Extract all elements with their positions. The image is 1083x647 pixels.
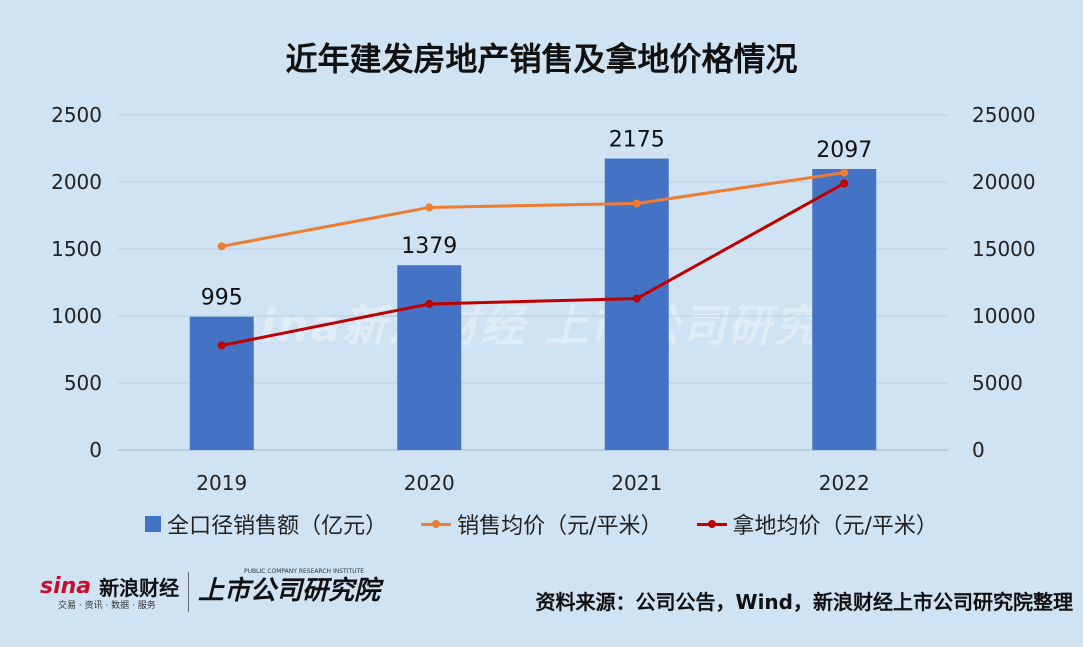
y-right-tick-label: 10000: [972, 304, 1036, 328]
land-price-point: [840, 179, 849, 188]
y-left-tick-label: 0: [89, 438, 102, 462]
bar-data-label: 2175: [609, 128, 665, 153]
sales-price-point: [632, 199, 641, 208]
chart-legend: 全口径销售额（亿元） 销售均价（元/平米） 拿地均价（元/平米）: [0, 508, 1083, 540]
legend-label-land-price: 拿地均价（元/平米）: [732, 514, 938, 539]
source-note: 资料来源：公司公告，Wind，新浪财经上市公司研究院整理: [535, 590, 1073, 614]
land-price-point: [217, 341, 226, 350]
y-right-tick-label: 0: [972, 438, 985, 462]
land-price-point: [425, 299, 434, 308]
x-tick-label: 2022: [819, 471, 870, 495]
research-institute-name: 上市公司研究院: [198, 576, 381, 606]
y-left-tick-label: 2000: [51, 170, 102, 194]
bar: [812, 169, 877, 450]
sales-price-point: [425, 203, 434, 212]
logo-subtitle: 交易 · 资讯 · 数据 · 服务: [58, 601, 156, 611]
legend-swatch-land-price: [696, 519, 727, 528]
legend-label-sales-amount: 全口径销售额（亿元）: [167, 514, 388, 539]
legend-swatch-bar: [145, 516, 162, 532]
legend-item-land-price: 拿地均价（元/平米）: [696, 508, 938, 540]
y-right-tick-label: 15000: [972, 237, 1036, 261]
logo-sina: sina: [40, 574, 92, 599]
bar: [397, 265, 462, 450]
research-institute-subtitle: PUBLIC COMPANY RESEARCH INSTITUTE: [244, 568, 364, 575]
land-price-point: [632, 294, 641, 303]
footer: sina 新浪财经 交易 · 资讯 · 数据 · 服务 上市公司研究院 PUBL…: [0, 568, 1083, 618]
bar-data-label: 2097: [816, 138, 872, 163]
y-left-tick-label: 1000: [51, 304, 102, 328]
logo-name: 新浪财经: [99, 576, 180, 600]
y-left-tick-label: 2500: [51, 103, 102, 127]
chart-title: 近年建发房地产销售及拿地价格情况: [285, 40, 798, 78]
sales-price-point: [217, 242, 226, 251]
x-tick-label: 2019: [196, 471, 247, 495]
legend-swatch-sales-price: [421, 519, 452, 528]
legend-item-sales-amount: 全口径销售额（亿元）: [145, 508, 387, 540]
bar-data-label: 995: [201, 286, 243, 311]
logo-divider: [188, 572, 189, 612]
y-right-tick-label: 5000: [972, 371, 1023, 395]
research-institute-logo: 上市公司研究院 PUBLIC COMPANY RESEARCH INSTITUT…: [198, 568, 381, 607]
x-tick-label: 2021: [611, 471, 662, 495]
land-price-line: [221, 182, 845, 347]
y-right-tick-label: 25000: [972, 103, 1036, 127]
legend-label-sales-price: 销售均价（元/平米）: [457, 514, 663, 539]
sina-finance-logo: sina 新浪财经: [40, 572, 179, 601]
sales-price-point: [840, 168, 849, 177]
x-tick-label: 2020: [404, 471, 455, 495]
y-left-tick-label: 500: [64, 371, 102, 395]
y-right-tick-label: 20000: [972, 170, 1036, 194]
bar-data-label: 1379: [401, 234, 457, 259]
y-left-tick-label: 1500: [51, 237, 102, 261]
sales-price-line: [221, 171, 845, 248]
legend-item-sales-price: 销售均价（元/平米）: [421, 508, 663, 540]
bar: [189, 316, 254, 450]
